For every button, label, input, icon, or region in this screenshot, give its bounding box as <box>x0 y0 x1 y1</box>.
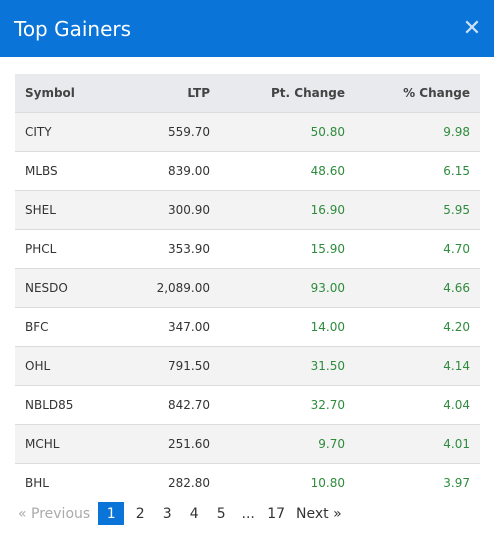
cell-symbol: CITY <box>15 111 125 151</box>
cell-ltp: 559.70 <box>125 111 220 151</box>
cell-symbol: SHEL <box>15 189 125 229</box>
cell-ltp: 353.90 <box>125 228 220 268</box>
table-row[interactable]: MLBS 839.00 48.60 6.15 <box>15 150 480 190</box>
cell-symbol: BHL <box>15 462 125 502</box>
pagination: « Previous 1 2 3 4 5 ... 17 Next » <box>15 502 350 525</box>
page-button-2[interactable]: 2 <box>135 505 145 522</box>
cell-pct-change: 4.20 <box>355 306 480 346</box>
cell-ltp: 300.90 <box>125 189 220 229</box>
gainers-table-container: Symbol LTP Pt. Change % Change CITY 559.… <box>15 74 480 502</box>
cell-pct-change: 9.98 <box>355 111 480 151</box>
cell-pt-change: 14.00 <box>220 306 355 346</box>
cell-pt-change: 32.70 <box>220 384 355 424</box>
table-row[interactable]: OHL 791.50 31.50 4.14 <box>15 345 480 385</box>
cell-pt-change: 48.60 <box>220 150 355 190</box>
table-row[interactable]: MCHL 251.60 9.70 4.01 <box>15 423 480 463</box>
table-row[interactable]: SHEL 300.90 16.90 5.95 <box>15 189 480 229</box>
cell-pt-change: 15.90 <box>220 228 355 268</box>
modal-header: Top Gainers ✕ <box>0 0 494 57</box>
cell-symbol: NESDO <box>15 267 125 307</box>
cell-ltp: 347.00 <box>125 306 220 346</box>
header-symbol[interactable]: Symbol <box>25 85 75 100</box>
cell-pct-change: 4.01 <box>355 423 480 463</box>
cell-symbol: NBLD85 <box>15 384 125 424</box>
header-pct-change[interactable]: % Change <box>403 85 470 100</box>
modal-title: Top Gainers <box>14 16 132 41</box>
page-button-5[interactable]: 5 <box>216 505 226 522</box>
cell-ltp: 842.70 <box>125 384 220 424</box>
cell-pct-change: 6.15 <box>355 150 480 190</box>
cell-pct-change: 4.04 <box>355 384 480 424</box>
cell-ltp: 839.00 <box>125 150 220 190</box>
page-button-3[interactable]: 3 <box>162 505 172 522</box>
cell-symbol: MCHL <box>15 423 125 463</box>
pagination-ellipsis: ... <box>241 505 255 522</box>
cell-pct-change: 5.95 <box>355 189 480 229</box>
cell-symbol: BFC <box>15 306 125 346</box>
table-header-row: Symbol LTP Pt. Change % Change <box>15 74 480 112</box>
gainers-table: Symbol LTP Pt. Change % Change CITY 559.… <box>15 74 480 502</box>
table-row[interactable]: NESDO 2,089.00 93.00 4.66 <box>15 267 480 307</box>
cell-symbol: PHCL <box>15 228 125 268</box>
close-icon[interactable]: ✕ <box>462 15 482 41</box>
cell-ltp: 282.80 <box>125 462 220 502</box>
cell-ltp: 2,089.00 <box>125 267 220 307</box>
cell-ltp: 251.60 <box>125 423 220 463</box>
cell-pct-change: 4.70 <box>355 228 480 268</box>
table-row[interactable]: BHL 282.80 10.80 3.97 <box>15 462 480 502</box>
cell-pct-change: 4.14 <box>355 345 480 385</box>
cell-pct-change: 3.97 <box>355 462 480 502</box>
table-row[interactable]: NBLD85 842.70 32.70 4.04 <box>15 384 480 424</box>
page-button-1[interactable]: 1 <box>98 502 125 525</box>
cell-pt-change: 31.50 <box>220 345 355 385</box>
table-row[interactable]: PHCL 353.90 15.90 4.70 <box>15 228 480 268</box>
cell-pct-change: 4.66 <box>355 267 480 307</box>
cell-pt-change: 10.80 <box>220 462 355 502</box>
cell-symbol: MLBS <box>15 150 125 190</box>
next-page-button[interactable]: Next » <box>296 505 342 522</box>
page-button-4[interactable]: 4 <box>189 505 199 522</box>
cell-pt-change: 93.00 <box>220 267 355 307</box>
cell-pt-change: 16.90 <box>220 189 355 229</box>
header-pt-change[interactable]: Pt. Change <box>271 85 345 100</box>
cell-pt-change: 9.70 <box>220 423 355 463</box>
page-button-17[interactable]: 17 <box>267 505 286 522</box>
table-row[interactable]: CITY 559.70 50.80 9.98 <box>15 111 480 151</box>
cell-ltp: 791.50 <box>125 345 220 385</box>
previous-page-button: « Previous <box>18 505 91 522</box>
cell-symbol: OHL <box>15 345 125 385</box>
table-row[interactable]: BFC 347.00 14.00 4.20 <box>15 306 480 346</box>
header-ltp[interactable]: LTP <box>187 85 210 100</box>
cell-pt-change: 50.80 <box>220 111 355 151</box>
